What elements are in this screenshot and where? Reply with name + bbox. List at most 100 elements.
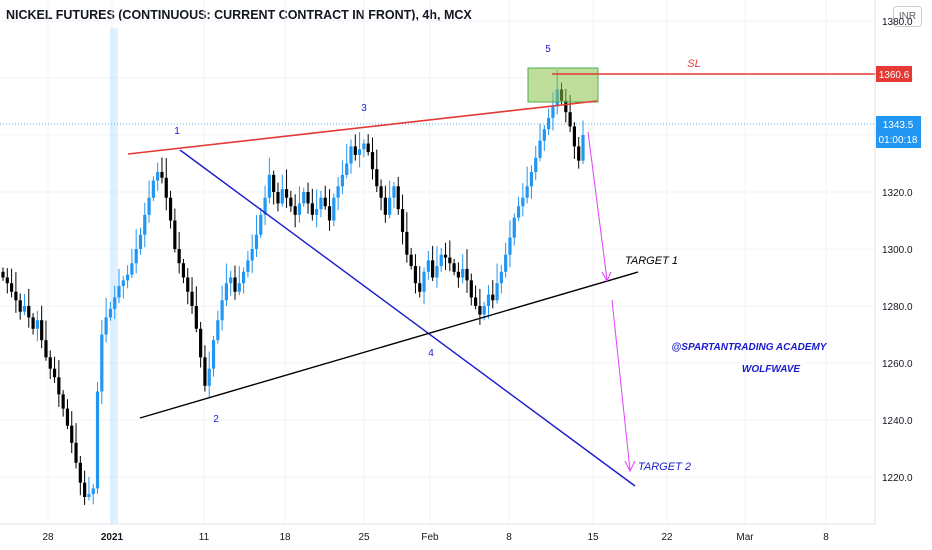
candle-body (203, 357, 207, 386)
candle-body (349, 146, 353, 164)
sl-label: SL (687, 58, 700, 70)
candle-body (315, 209, 319, 215)
candle-body (491, 294, 495, 301)
candle-body (130, 263, 134, 275)
target-arrows (587, 131, 636, 473)
candle-body (250, 249, 254, 261)
candle-body (516, 206, 521, 218)
price-tick-label: 1240.0 (882, 416, 913, 427)
candle-body (396, 186, 400, 210)
candle-body (388, 197, 392, 215)
price-axis[interactable]: 1220.01240.01260.01280.01300.01320.01340… (882, 17, 913, 484)
target2-label: TARGET 2 (638, 461, 691, 473)
candle-body (310, 203, 314, 215)
candle-body (332, 197, 336, 221)
candle-body (293, 206, 297, 215)
candle-body (572, 126, 577, 147)
candle-body (233, 277, 237, 292)
candle-body (91, 488, 95, 495)
candle-body (409, 254, 413, 267)
time-tick-label: 8 (506, 532, 512, 543)
candle-body (134, 249, 138, 264)
candle-body (78, 462, 82, 483)
candle-body (272, 174, 276, 192)
candle-body (392, 186, 396, 198)
wave-label-1: 1 (174, 126, 180, 137)
wave-labels: 1 2 3 4 5 (174, 44, 551, 425)
price-tick-label: 1300.0 (882, 245, 913, 256)
candle-body (400, 209, 405, 232)
candle-body (547, 117, 551, 130)
candle-body (190, 291, 194, 306)
candle-body (194, 306, 198, 329)
candle-body (323, 197, 327, 207)
time-axis[interactable]: 28 2021 11 18 25 Feb 8 15 22 Mar 8 (42, 532, 829, 543)
candle-body (486, 294, 491, 306)
time-tick-label: Feb (421, 532, 439, 543)
candle-body (138, 234, 143, 249)
candle-body (452, 263, 456, 272)
candle-body (57, 377, 61, 395)
last-price-badge: 1343.5 01:00:18 (876, 116, 921, 148)
candle-body (143, 214, 147, 235)
watermark-line-1: @SPARTANTRADING ACADEMY (672, 342, 828, 353)
candle-body (18, 300, 22, 312)
candle-body (65, 408, 70, 426)
candle-body (538, 140, 542, 158)
candle-body (156, 172, 160, 181)
candle-body (100, 334, 104, 392)
candle-body (74, 442, 78, 463)
candle-body (512, 217, 516, 238)
candle-body (302, 192, 306, 204)
watermark-line-2: WOLFWAVE (742, 364, 800, 375)
price-tick-label: 1280.0 (882, 302, 913, 313)
time-tick-label: Mar (736, 532, 754, 543)
price-tick-label: 1260.0 (882, 359, 913, 370)
resistance-trendline (127, 100, 598, 155)
candle-body (173, 220, 177, 249)
candle-body (289, 197, 293, 207)
countdown-badge-text: 01:00:18 (879, 135, 918, 146)
target1-arrowhead (601, 271, 612, 283)
candle-body (246, 260, 250, 272)
candle-body (151, 180, 155, 198)
candle-body (14, 291, 18, 301)
time-tick-label: 8 (823, 532, 829, 543)
candle-body (181, 263, 186, 278)
candle-body (306, 192, 310, 204)
candle-body (340, 174, 345, 187)
sl-price-badge-bg (876, 66, 912, 82)
candle-body (297, 203, 302, 215)
price-tick-label: 1380.0 (882, 17, 913, 28)
candle-body (473, 297, 478, 306)
candle-body (211, 340, 216, 369)
candle-body (370, 152, 375, 170)
currency-selector[interactable]: INR (893, 6, 922, 27)
candle-body (147, 197, 151, 215)
time-tick-label: 2021 (101, 532, 124, 543)
candle-body (61, 394, 65, 409)
candle-body (366, 143, 370, 153)
candle-body (379, 186, 383, 198)
candle-body (160, 172, 164, 178)
candle-body (104, 317, 108, 335)
price-tick-label: 1320.0 (882, 188, 913, 199)
candle-body (499, 271, 503, 284)
candle-body (125, 274, 130, 281)
time-tick-label: 28 (42, 532, 54, 543)
candle-body (27, 306, 31, 318)
candle-body (375, 169, 379, 187)
candle-body (83, 482, 87, 497)
candle-body (207, 368, 211, 386)
candle-body (551, 106, 555, 118)
candle-body (164, 177, 168, 198)
candle-body (581, 135, 585, 161)
time-tick-label: 18 (279, 532, 291, 543)
session-highlight (110, 28, 118, 524)
candle-body (568, 112, 572, 127)
candle-body (259, 214, 263, 235)
wave-1-4-trendline (179, 149, 636, 487)
candle-body (495, 283, 499, 301)
target1-arrow (587, 131, 608, 281)
